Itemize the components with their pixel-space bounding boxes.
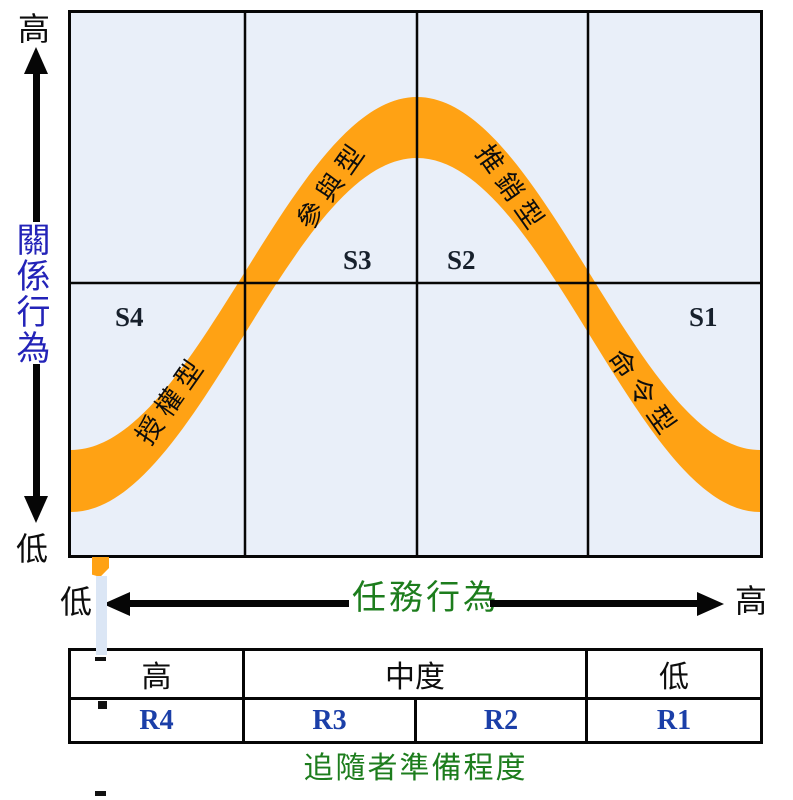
follower-readiness-title: 追隨者準備程度: [303, 752, 528, 785]
readiness-cell-r1: R1: [656, 704, 692, 736]
x-axis-arrow-shaft-right: [490, 600, 700, 607]
x-axis-title: 任務行為: [352, 580, 500, 617]
x-axis-arrow-right-icon: [697, 592, 724, 616]
dropline-highlight: [96, 576, 107, 655]
leadership-style-quadrant-chart: S4 S3 S2 S1 授權型 參與型 推銷型 命令型: [68, 10, 763, 558]
x-axis-high-label: 高: [735, 583, 768, 619]
bullet-dash-mark-1: [95, 657, 106, 661]
quadrant-label-s2: S2: [447, 245, 476, 275]
bullet-square-mark: [98, 701, 107, 709]
y-axis-arrow-shaft-lower: [33, 364, 40, 498]
readiness-level-low: 低: [659, 661, 689, 694]
readiness-cell-r2: R2: [417, 700, 588, 741]
readiness-cell-r4: R4: [71, 700, 245, 741]
curve-tail-mark: [92, 557, 109, 577]
x-axis-low-label: 低: [60, 584, 93, 620]
readiness-table: 高 中度 低 R4 R3 R2 R1: [68, 648, 763, 744]
y-axis-arrow-down-icon: [24, 496, 48, 523]
y-axis-title: 關係行為: [11, 222, 48, 366]
readiness-level-row: 高 中度 低: [71, 651, 760, 697]
readiness-level-moderate: 中度: [245, 651, 588, 697]
readiness-cell-r3: R3: [245, 700, 417, 741]
readiness-level-high: 高: [71, 651, 245, 697]
x-axis-arrow-shaft-left: [127, 600, 349, 607]
x-axis-arrow-left-icon: [103, 592, 130, 616]
bell-curve-band: [71, 13, 760, 555]
bullet-dash-mark-2: [95, 791, 106, 796]
bell-band-path: [71, 97, 760, 512]
y-axis-arrow-shaft-upper: [33, 72, 40, 222]
quadrant-label-s1: S1: [689, 302, 718, 332]
y-axis-low-label: 低: [16, 531, 49, 567]
y-axis-high-label: 高: [18, 11, 51, 47]
quadrant-label-s3: S3: [343, 245, 372, 275]
readiness-code-row: R4 R3 R2 R1: [71, 697, 760, 741]
quadrant-label-s4: S4: [115, 302, 144, 332]
y-axis-arrow-up-icon: [24, 47, 48, 74]
